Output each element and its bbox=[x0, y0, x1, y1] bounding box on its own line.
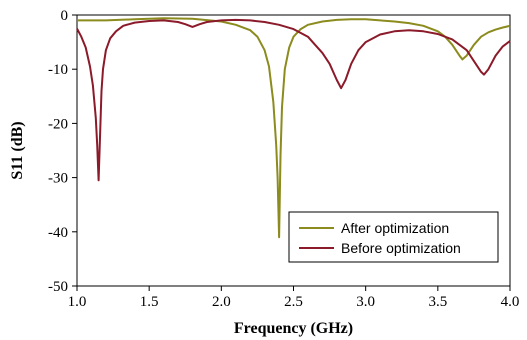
x-tick-label: 4.0 bbox=[501, 294, 520, 310]
y-tick-label: -50 bbox=[48, 279, 68, 295]
series-line-before-optimization bbox=[76, 18, 511, 182]
x-tick-label: 3.0 bbox=[356, 294, 375, 310]
legend-label-after-optimization: After optimization bbox=[341, 220, 449, 236]
y-tick-label: 0 bbox=[61, 8, 69, 24]
y-tick-label: -30 bbox=[48, 171, 68, 187]
x-tick-label: 1.0 bbox=[68, 294, 87, 310]
y-tick-label: -40 bbox=[48, 225, 68, 241]
y-axis-label: S11 (dB) bbox=[9, 121, 26, 179]
series-line-after-optimization bbox=[77, 17, 511, 239]
ticks-group: 1.0 1.5 2.0 2.5 3.0 3.5 4.0 0 -10 -20 -30 -40 -50 bbox=[48, 8, 519, 310]
legend-label-before-optimization: Before optimization bbox=[341, 240, 461, 256]
plot-area: 1.0 1.5 2.0 2.5 3.0 3.5 4.0 0 -10 -20 -30 -40 -50 bbox=[48, 8, 519, 310]
legend: After optimization Before optimization bbox=[288, 211, 499, 263]
y-tick-label: -20 bbox=[48, 116, 68, 132]
x-tick-label: 2.5 bbox=[284, 294, 303, 310]
x-axis-label: Frequency (GHz) bbox=[234, 320, 353, 337]
x-tick-label: 2.0 bbox=[212, 294, 231, 310]
x-tick-label: 3.5 bbox=[428, 294, 447, 310]
series-group bbox=[76, 17, 511, 239]
legend-box bbox=[288, 211, 499, 263]
y-tick-label: -10 bbox=[48, 62, 68, 78]
x-tick-label: 1.5 bbox=[140, 294, 159, 310]
